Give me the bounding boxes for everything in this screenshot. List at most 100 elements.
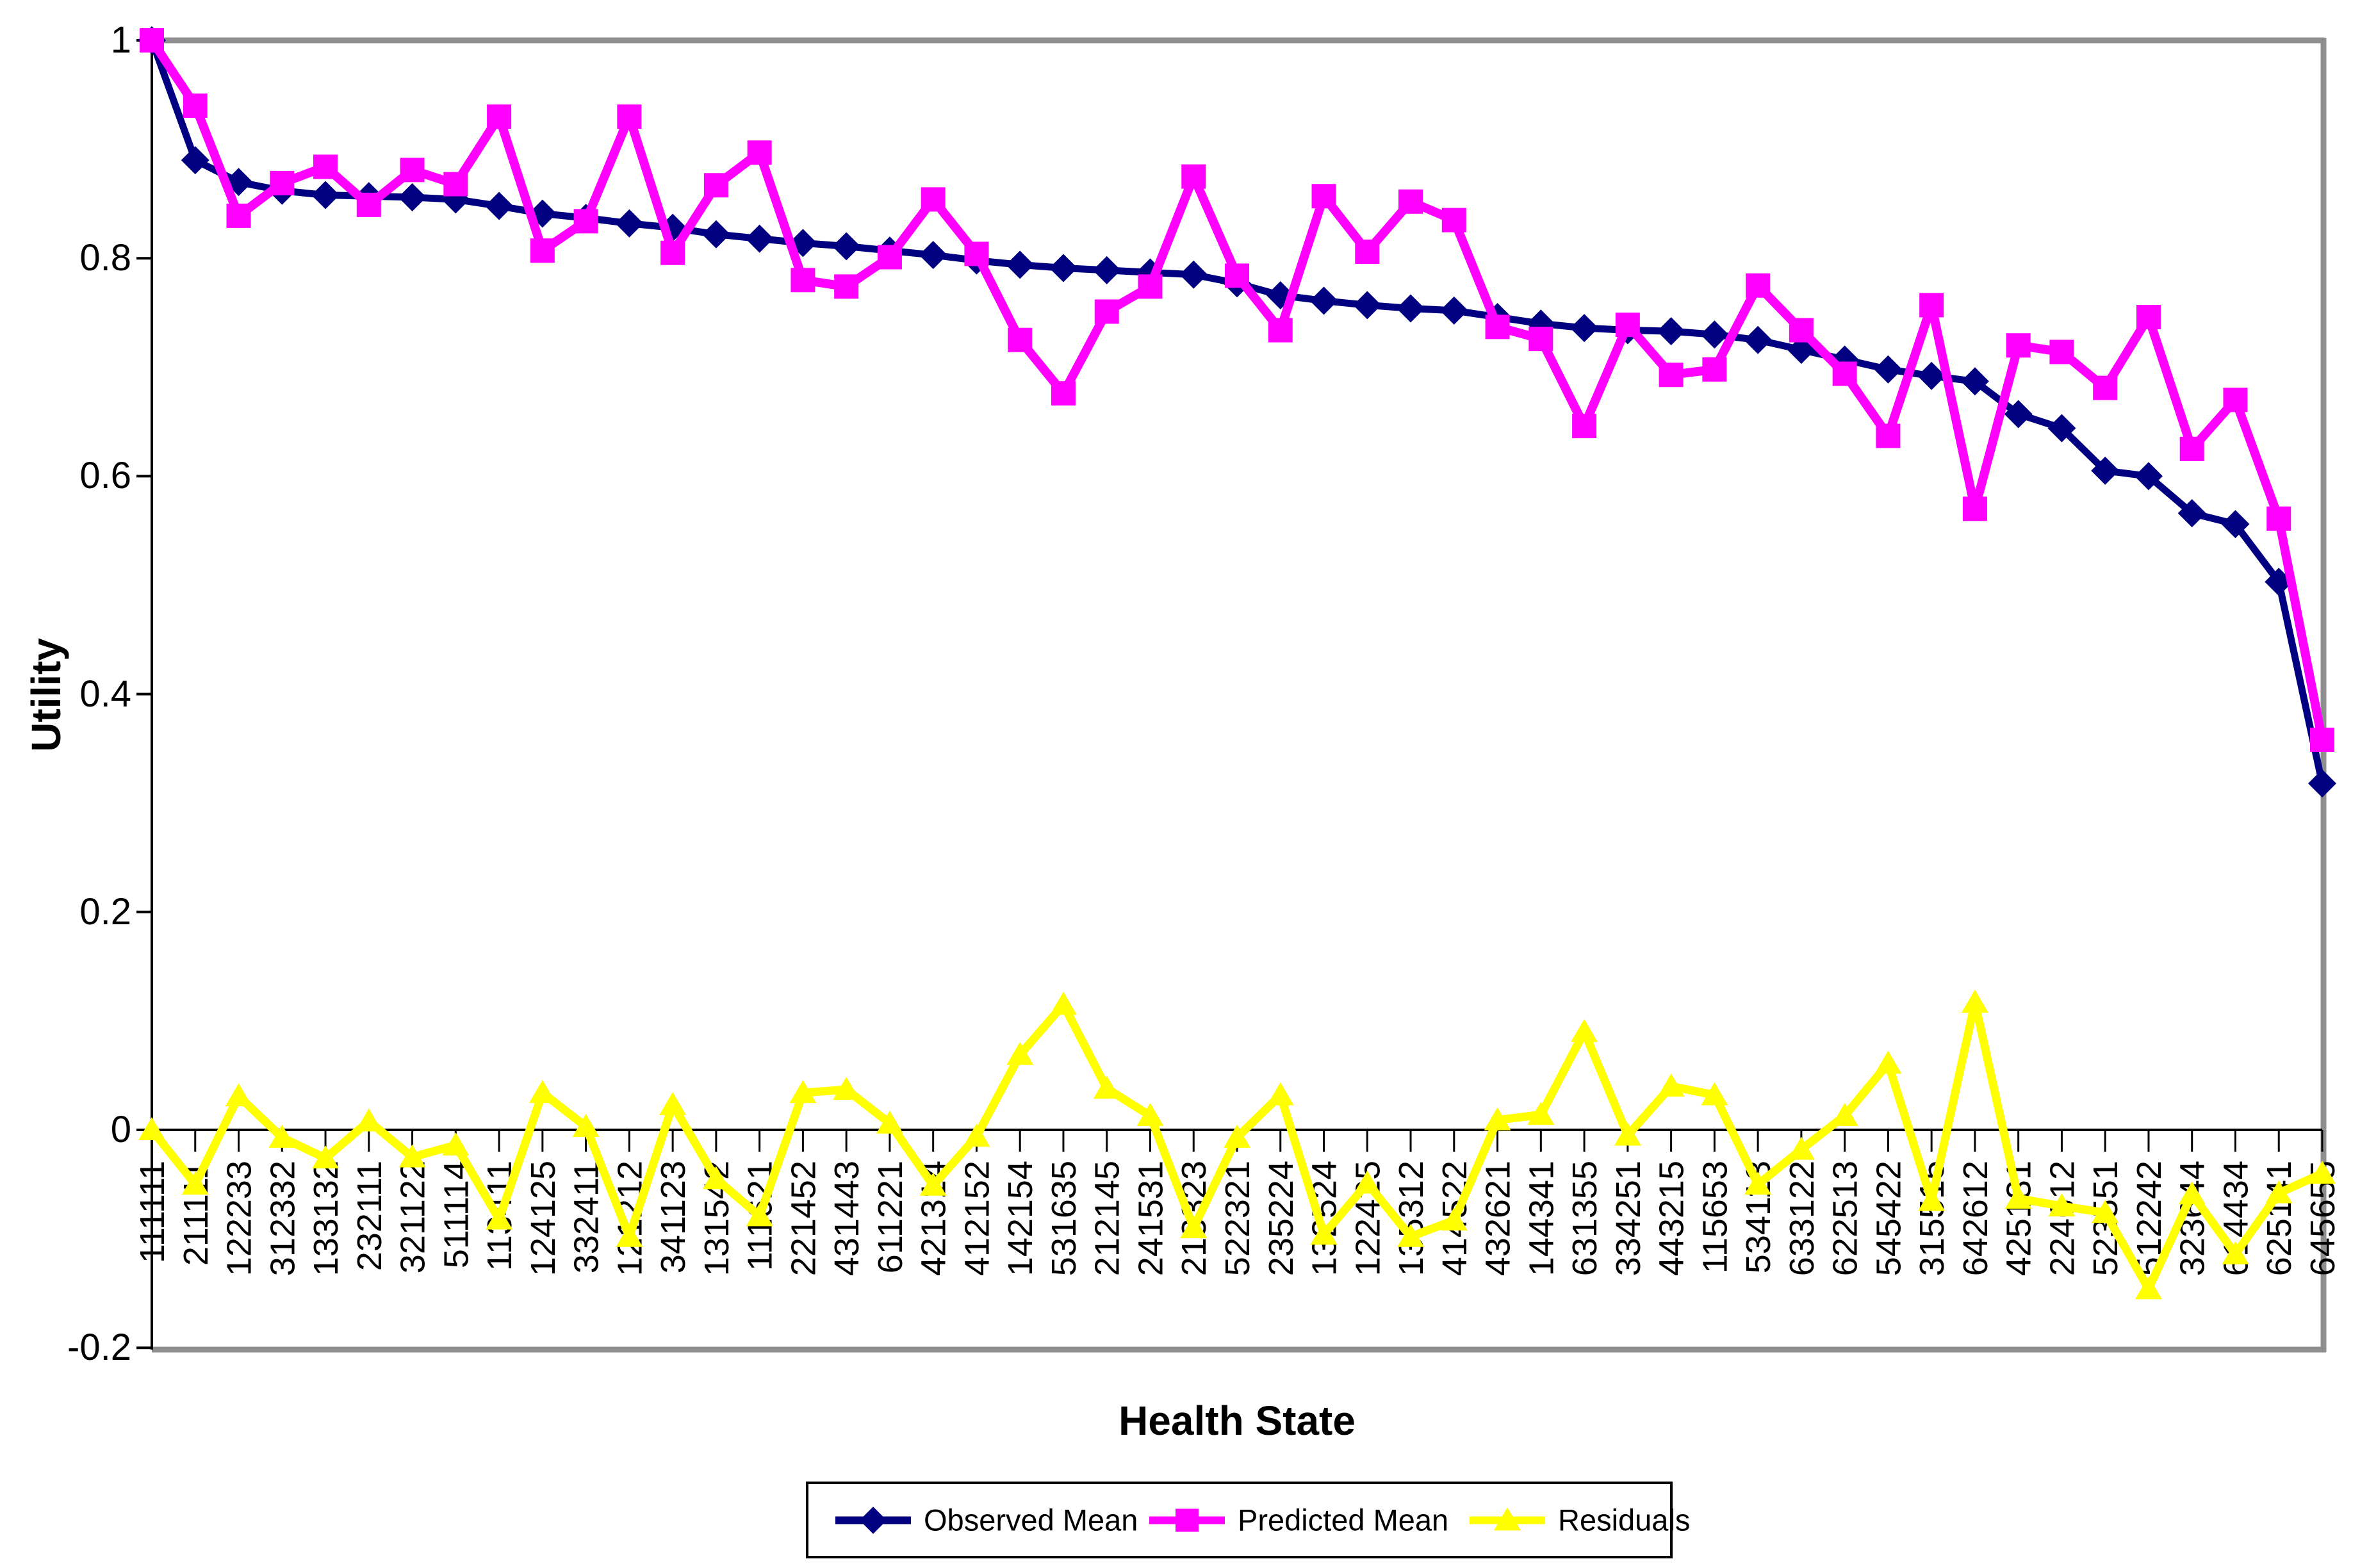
x-axis-label: 334251	[1609, 1161, 1648, 1276]
series-marker-triangle	[1701, 1082, 1728, 1106]
series-marker-square	[2136, 305, 2161, 330]
series-marker-square	[1832, 361, 1857, 386]
series-marker-square	[1008, 327, 1033, 352]
series-marker-square	[921, 187, 946, 212]
series-marker-square	[1659, 363, 1684, 388]
x-axis-label: 144341	[1522, 1161, 1561, 1276]
x-axis-label: 341123	[654, 1161, 692, 1273]
series-marker-triangle	[2135, 1276, 2162, 1300]
series-marker-square	[1919, 293, 1944, 318]
legend-label-observed: Observed Mean	[924, 1503, 1138, 1537]
series-marker-square	[2006, 333, 2031, 358]
series-marker-square	[791, 268, 815, 293]
series-marker-square	[747, 140, 772, 165]
series-marker-triangle	[919, 1172, 947, 1196]
series-marker-triangle	[355, 1108, 382, 1132]
series-marker-triangle	[1136, 1102, 1164, 1126]
series-marker-triangle	[2309, 1161, 2336, 1184]
x-axis-label: 224612	[2043, 1161, 2081, 1276]
series-marker-square	[1181, 164, 1206, 189]
x-axis-label: 511114	[437, 1161, 475, 1268]
legend-item-predicted: Predicted Mean	[1149, 1503, 1448, 1538]
series-marker-diamond	[1570, 314, 1599, 343]
series-marker-square	[270, 170, 295, 195]
series-marker-diamond	[311, 181, 340, 209]
y-axis-title: Utility	[23, 638, 69, 752]
series-marker-triangle	[1310, 1221, 1338, 1245]
series-marker-triangle	[1006, 1041, 1034, 1065]
x-axis-label: 531635	[1045, 1161, 1083, 1276]
series-marker-triangle	[1484, 1107, 1511, 1131]
series-marker-square	[1746, 273, 1771, 298]
series-marker-square	[1355, 239, 1380, 264]
y-axis-label: -0.2	[67, 1327, 131, 1369]
x-axis-label: 412152	[958, 1161, 996, 1276]
series-marker-square	[1138, 274, 1163, 299]
x-axis-label: 545422	[1869, 1161, 1908, 1276]
series-marker-triangle	[398, 1144, 426, 1168]
series-marker-square	[487, 104, 512, 129]
series-marker-triangle	[789, 1080, 817, 1104]
series-marker-square	[443, 172, 468, 197]
series-marker-square	[2223, 388, 2248, 412]
y-axis-label: 0.6	[79, 455, 131, 497]
x-axis-title: Health State	[1119, 1398, 1356, 1444]
series-marker-square	[400, 158, 425, 183]
series-marker-diamond	[398, 183, 427, 211]
series-marker-diamond	[485, 192, 514, 220]
series-marker-triangle	[1874, 1050, 1902, 1074]
series-marker-triangle	[659, 1091, 687, 1115]
series-marker-square	[1441, 208, 1466, 233]
x-axis-label: 431443	[828, 1161, 866, 1276]
triangle-marker-icon	[1494, 1507, 1521, 1530]
series-marker-square	[1225, 263, 1249, 288]
series-marker-triangle	[1657, 1073, 1685, 1097]
x-axis-label: 212145	[1088, 1161, 1127, 1276]
series-marker-triangle	[2048, 1193, 2076, 1217]
series-marker-square	[1876, 423, 1901, 448]
series-marker-triangle	[963, 1123, 990, 1147]
x-axis-label: 241531	[1131, 1161, 1170, 1276]
series-marker-square	[1311, 184, 1336, 209]
series-marker-square	[1398, 189, 1423, 214]
series-marker-square	[964, 241, 989, 266]
series-marker-square	[1789, 318, 1814, 343]
series-marker-diamond	[1917, 361, 1946, 390]
series-marker-diamond	[1179, 260, 1208, 289]
series-marker-triangle	[1224, 1124, 1250, 1148]
x-axis-label: 221452	[784, 1161, 823, 1276]
series-marker-diamond	[1397, 294, 1425, 323]
y-axis-label: 1	[110, 19, 131, 61]
series-marker-triangle	[1744, 1172, 1772, 1195]
series-marker-square	[617, 104, 642, 129]
series-marker-diamond	[1657, 317, 1685, 346]
series-marker-diamond	[745, 224, 774, 253]
x-axis-label: 124125	[524, 1161, 562, 1276]
series-marker-triangle	[1093, 1075, 1120, 1099]
series-marker-triangle	[529, 1080, 556, 1104]
series-marker-triangle	[225, 1083, 252, 1107]
series-marker-diamond	[1700, 320, 1729, 349]
series-marker-diamond	[1744, 325, 1773, 354]
series-marker-square	[356, 192, 381, 217]
legend-box: Observed Mean Predicted Mean Residuals	[806, 1482, 1690, 1558]
series-marker-triangle	[1571, 1018, 1598, 1042]
legend-label-residuals: Residuals	[1558, 1503, 1691, 1537]
legend-item-residuals: Residuals	[1470, 1503, 1690, 1538]
x-axis-label: 425131	[2000, 1161, 2038, 1276]
series-marker-diamond	[1309, 286, 1338, 315]
series-marker-triangle	[1440, 1207, 1468, 1231]
y-axis-label: 0	[110, 1109, 131, 1150]
y-axis-label: 0.4	[79, 673, 131, 715]
observed-line-swatch	[835, 1506, 911, 1534]
series-marker-triangle	[702, 1166, 730, 1189]
x-axis-label: 232111	[350, 1161, 389, 1271]
series-marker-square	[313, 154, 338, 179]
series-marker-diamond	[2047, 414, 2076, 443]
series-marker-triangle	[1180, 1215, 1208, 1239]
series-marker-square	[660, 240, 685, 265]
series-marker-triangle	[572, 1113, 600, 1137]
series-marker-diamond	[1874, 355, 1903, 384]
